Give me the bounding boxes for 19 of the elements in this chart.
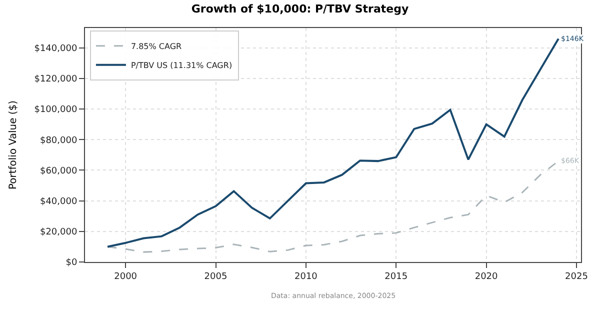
y-tick-label: $60,000 (40, 166, 78, 176)
legend-label: P/TBV US (11.31% CAGR) (130, 60, 232, 70)
y-tick-label: $120,000 (34, 74, 78, 85)
line-series (106, 38, 560, 248)
y-tick-label: $140,000 (34, 44, 78, 54)
x-tick-label: 2015 (384, 272, 408, 282)
y-tick-label: $40,000 (40, 196, 78, 207)
y-axis-title: Portfolio Value ($) (8, 100, 20, 190)
x-tick-label: 2020 (474, 272, 498, 282)
x-tick-label: 2010 (294, 272, 318, 282)
chart-title: Growth of $10,000: P/TBV Strategy (191, 2, 409, 16)
y-tick-label: $0 (66, 258, 78, 268)
x-tick-label: 2025 (565, 272, 588, 282)
x-tick-label: 2000 (114, 272, 138, 282)
y-tick-label: $100,000 (34, 105, 78, 116)
legend-label: 7.85% CAGR (130, 42, 182, 51)
y-tick-label: $20,000 (40, 228, 78, 238)
y-tick-label: $80,000 (40, 136, 78, 146)
x-tick-label: 2005 (204, 272, 228, 282)
